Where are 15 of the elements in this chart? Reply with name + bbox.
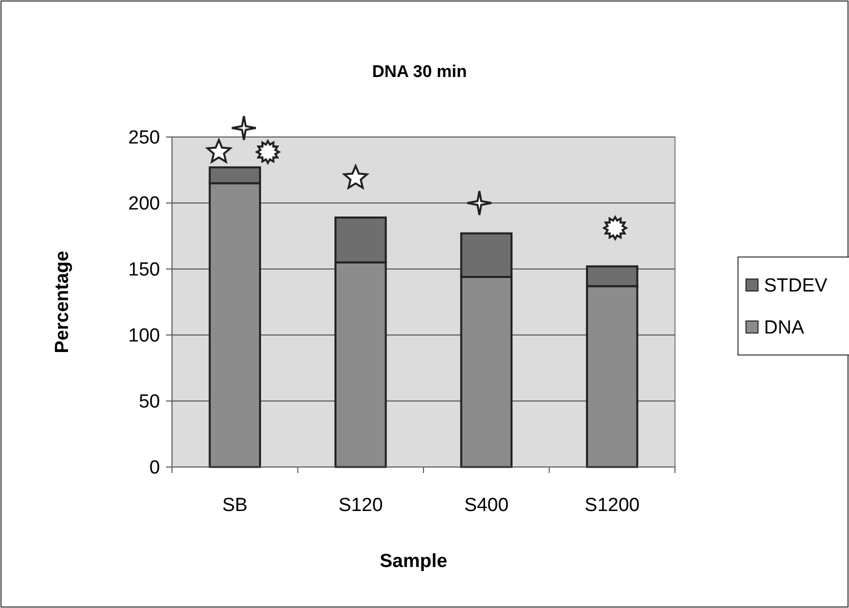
y-tick-label: 100	[128, 326, 160, 347]
x-axis-title: Sample	[380, 551, 448, 572]
legend-label: STDEV	[764, 276, 828, 297]
y-tick-label: 150	[128, 260, 160, 281]
x-tick-label: S400	[464, 495, 509, 516]
x-tick-label: SB	[222, 495, 248, 516]
y-tick-label: 50	[138, 392, 160, 413]
chart-title: DNA 30 min	[372, 62, 467, 81]
y-tick-label: 0	[149, 458, 160, 479]
y-tick-label: 250	[128, 128, 160, 149]
x-tick-label: S120	[338, 495, 383, 516]
y-tick-label: 200	[128, 194, 160, 215]
y-axis-title: Percentage	[52, 250, 73, 354]
legend-label: DNA	[764, 318, 804, 339]
x-tick-label: S1200	[584, 495, 640, 516]
